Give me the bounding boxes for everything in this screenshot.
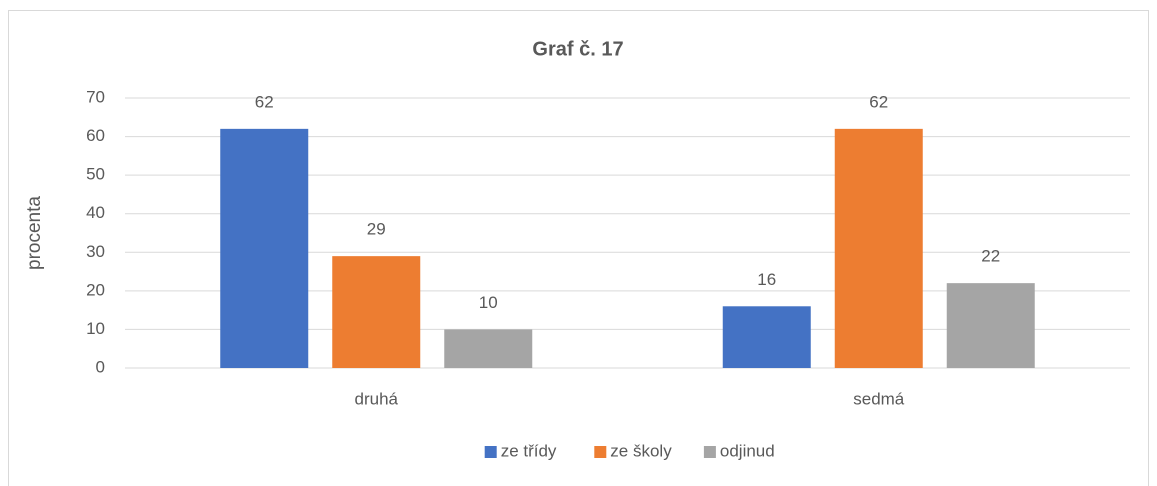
bar: [220, 128, 309, 368]
legend-swatch: [484, 446, 497, 458]
legend-label: ze třídy: [501, 441, 557, 460]
y-axis-label: procenta: [24, 196, 45, 270]
x-tick-label: druhá: [355, 389, 399, 408]
chart-border: [8, 10, 1149, 486]
x-tick-label: sedmá: [853, 389, 905, 408]
data-label: 16: [757, 270, 776, 289]
y-tick-label: 50: [86, 165, 105, 184]
legend-swatch: [703, 446, 716, 458]
bar: [946, 283, 1035, 368]
bar: [834, 128, 923, 368]
y-tick-label: 30: [86, 242, 105, 261]
y-tick-label: 60: [86, 126, 105, 145]
y-tick-label: 0: [96, 357, 105, 376]
chart-title: Graf č. 17: [532, 38, 623, 60]
data-label: 22: [981, 247, 1000, 266]
y-tick-label: 20: [86, 280, 105, 299]
y-tick-label: 40: [86, 203, 105, 222]
data-label: 29: [367, 220, 386, 239]
data-label: 62: [255, 92, 274, 111]
y-tick-label: 10: [86, 319, 105, 338]
bar: [332, 256, 421, 368]
legend-label: ze školy: [610, 441, 672, 460]
legend-swatch: [594, 446, 607, 458]
bar: [444, 329, 533, 368]
y-tick-label: 70: [86, 87, 105, 106]
legend-label: odjinud: [720, 441, 775, 460]
bar: [722, 306, 811, 368]
data-label: 10: [479, 293, 498, 312]
data-label: 62: [869, 92, 888, 111]
